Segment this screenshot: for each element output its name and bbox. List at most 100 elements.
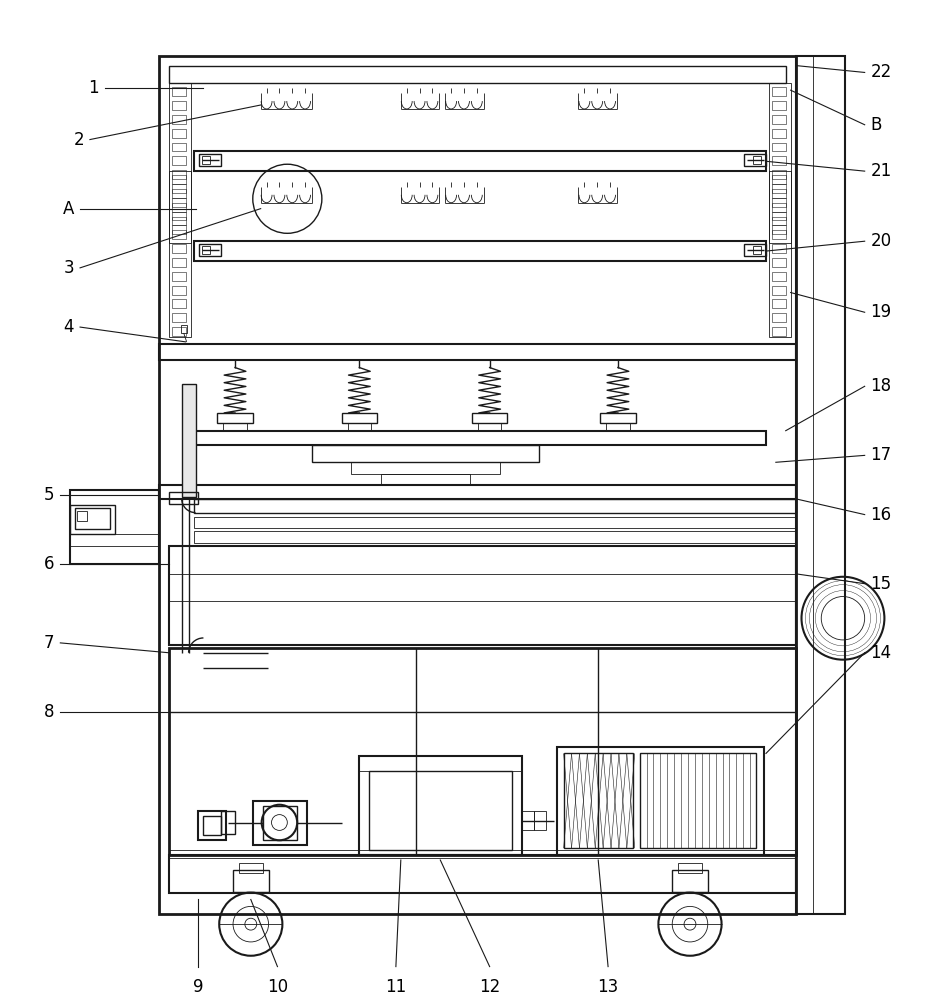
Bar xyxy=(606,423,630,431)
Bar xyxy=(172,156,186,165)
Text: 21: 21 xyxy=(870,162,892,180)
Bar xyxy=(172,299,186,308)
Bar xyxy=(180,325,187,333)
Text: 8: 8 xyxy=(43,703,55,721)
Bar xyxy=(172,198,186,207)
Bar xyxy=(169,648,796,855)
Bar xyxy=(771,198,785,207)
Bar xyxy=(77,511,87,521)
Bar xyxy=(159,56,796,914)
Text: 11: 11 xyxy=(385,978,406,996)
Bar xyxy=(200,244,221,256)
Bar xyxy=(771,313,785,322)
Bar xyxy=(352,462,500,474)
Text: 22: 22 xyxy=(870,63,892,81)
Bar xyxy=(472,413,508,423)
Bar xyxy=(172,313,186,322)
Bar xyxy=(172,327,186,336)
Text: 16: 16 xyxy=(870,506,892,524)
Bar xyxy=(771,87,785,96)
Bar xyxy=(341,413,377,423)
Bar xyxy=(193,431,766,445)
Bar xyxy=(172,115,186,124)
Bar xyxy=(159,485,796,499)
Bar xyxy=(523,811,534,830)
Bar xyxy=(172,225,186,234)
Bar xyxy=(199,811,226,840)
Bar xyxy=(557,747,764,855)
Bar xyxy=(796,56,845,914)
Bar xyxy=(169,492,199,504)
Bar xyxy=(172,217,186,225)
Bar xyxy=(221,811,235,834)
Text: 17: 17 xyxy=(870,446,892,464)
Bar xyxy=(70,490,159,564)
Bar xyxy=(745,244,766,256)
Bar xyxy=(204,816,221,835)
Bar xyxy=(172,212,186,220)
Bar xyxy=(70,534,159,546)
Bar xyxy=(640,753,756,848)
Bar xyxy=(233,870,268,892)
Bar xyxy=(771,184,785,193)
Bar xyxy=(172,87,186,96)
Bar xyxy=(771,327,785,336)
Bar xyxy=(223,423,247,431)
Bar xyxy=(172,189,186,198)
Bar xyxy=(360,756,523,855)
Bar xyxy=(563,753,633,848)
Bar xyxy=(771,101,785,110)
Bar xyxy=(75,508,110,529)
Text: 15: 15 xyxy=(870,575,892,593)
Bar xyxy=(348,423,371,431)
Text: 10: 10 xyxy=(267,978,288,996)
Bar xyxy=(771,115,785,124)
Bar xyxy=(172,230,186,239)
Bar xyxy=(169,855,796,893)
Bar xyxy=(771,286,785,295)
Bar xyxy=(771,129,785,138)
Bar xyxy=(771,217,785,225)
Bar xyxy=(172,129,186,138)
Bar xyxy=(771,175,785,184)
Bar xyxy=(172,272,186,281)
Bar xyxy=(169,66,785,83)
Text: 18: 18 xyxy=(870,377,892,395)
Bar xyxy=(172,143,186,151)
Text: 14: 14 xyxy=(870,644,892,662)
Bar xyxy=(771,272,785,281)
Bar xyxy=(600,413,635,423)
Bar xyxy=(769,83,791,243)
Bar xyxy=(771,258,785,267)
Text: 4: 4 xyxy=(64,318,74,336)
Bar xyxy=(193,151,766,171)
Bar xyxy=(172,258,186,267)
Bar xyxy=(672,870,708,892)
Text: 20: 20 xyxy=(870,232,892,250)
Bar xyxy=(753,156,761,164)
Bar xyxy=(169,171,191,337)
Bar xyxy=(771,203,785,212)
Bar xyxy=(193,241,766,261)
Bar xyxy=(169,850,796,858)
Bar xyxy=(239,863,263,873)
Bar xyxy=(200,154,221,166)
Bar xyxy=(263,806,297,840)
Text: 19: 19 xyxy=(870,303,892,321)
Bar xyxy=(172,170,186,179)
Bar xyxy=(771,156,785,165)
Text: B: B xyxy=(870,116,882,134)
Bar xyxy=(771,189,785,198)
Bar xyxy=(172,184,186,193)
Bar xyxy=(172,175,186,184)
Text: 5: 5 xyxy=(43,486,55,504)
Bar xyxy=(771,170,785,179)
Bar xyxy=(769,171,791,337)
Bar xyxy=(181,384,195,497)
Bar xyxy=(217,413,253,423)
Bar xyxy=(771,212,785,220)
Bar xyxy=(193,499,796,513)
Bar xyxy=(169,83,191,243)
Text: 7: 7 xyxy=(43,634,55,652)
Bar xyxy=(172,244,186,253)
